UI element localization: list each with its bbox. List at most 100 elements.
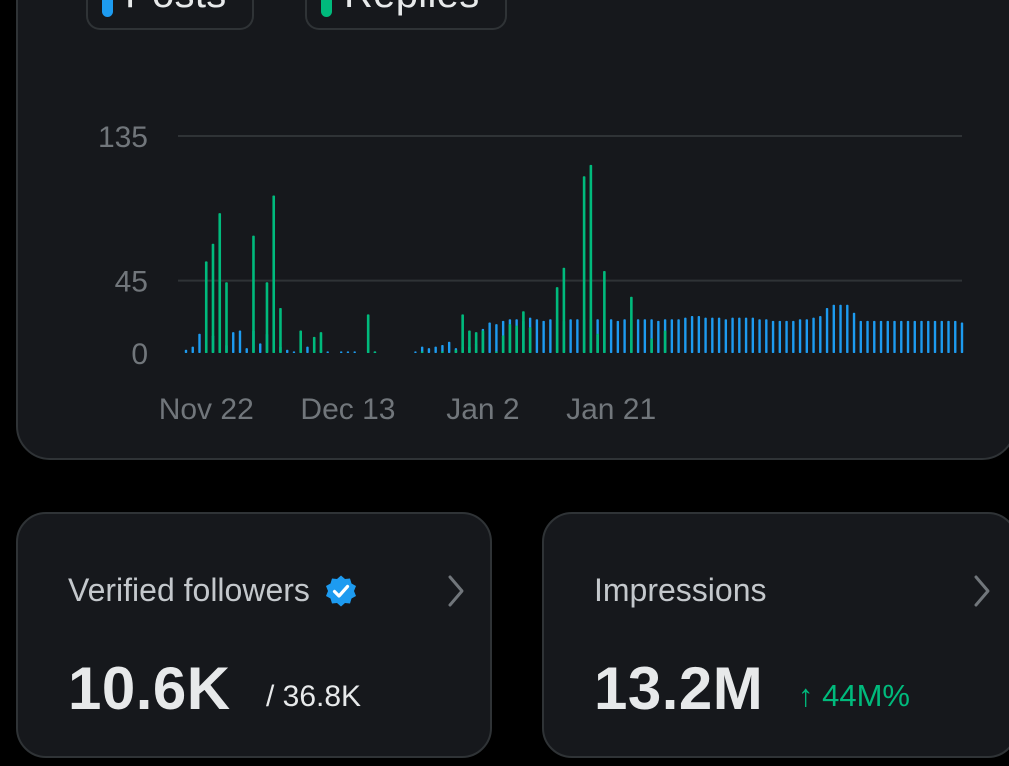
- posts-bar: [852, 312, 856, 353]
- posts-bar: [191, 346, 194, 353]
- posts-bar: [569, 319, 572, 353]
- posts-bar: [340, 351, 343, 353]
- posts-bar: [920, 320, 923, 353]
- posts-bar: [960, 322, 964, 353]
- replies-bar: [474, 332, 478, 353]
- replies-bar: [272, 195, 276, 353]
- replies-bar: [650, 338, 653, 353]
- posts-bar: [576, 319, 579, 353]
- chevron-right-icon[interactable]: [972, 574, 992, 608]
- impressions-card[interactable]: Impressions 13.2M ↑ 44M%: [542, 512, 1009, 758]
- x-tick-label: Jan 2: [446, 393, 519, 426]
- followers-title-row: Verified followers: [68, 572, 358, 609]
- replies-bar: [312, 336, 316, 353]
- y-tick-label: 135: [98, 121, 148, 154]
- chevron-right-icon[interactable]: [446, 574, 466, 608]
- posts-bar: [717, 317, 721, 353]
- posts-bar: [873, 320, 876, 353]
- posts-bar: [913, 320, 916, 353]
- posts-bar: [690, 316, 694, 353]
- impressions-title: Impressions: [594, 572, 767, 608]
- posts-bar: [447, 341, 451, 353]
- replies-bar: [299, 330, 303, 353]
- posts-bar: [933, 320, 937, 353]
- posts-bar: [232, 332, 235, 353]
- replies-bar: [279, 307, 282, 353]
- posts-bar: [286, 349, 289, 353]
- replies-bar: [589, 164, 593, 353]
- impressions-value: 13.2M: [594, 655, 764, 722]
- posts-bar: [495, 324, 498, 353]
- posts-bar: [893, 320, 896, 353]
- replies-bar: [204, 261, 208, 353]
- posts-bar: [670, 319, 674, 353]
- posts-bar: [184, 349, 188, 353]
- legend-replies-toggle[interactable]: Replies: [305, 0, 507, 30]
- posts-bar: [731, 317, 734, 353]
- replies-bar: [319, 332, 323, 353]
- posts-bar: [427, 348, 431, 353]
- replies-bar: [481, 330, 485, 353]
- posts-bar: [697, 316, 701, 353]
- posts-bar: [677, 319, 680, 353]
- replies-bar: [630, 296, 633, 353]
- y-tick-label: 45: [115, 266, 148, 299]
- posts-bar: [353, 351, 356, 353]
- posts-bar: [326, 351, 329, 353]
- posts-bar: [623, 319, 626, 353]
- posts-bar: [238, 330, 242, 353]
- posts-bar: [812, 317, 815, 353]
- posts-bar: [657, 320, 660, 353]
- replies-bar: [562, 267, 566, 353]
- replies-bar: [663, 330, 667, 353]
- posts-bar: [906, 320, 910, 353]
- replies-bar: [508, 324, 512, 353]
- posts-bar: [704, 317, 707, 353]
- legend-posts-toggle[interactable]: Posts: [86, 0, 254, 30]
- followers-title: Verified followers: [68, 572, 310, 608]
- x-tick-label: Jan 21: [566, 393, 656, 426]
- posts-bar: [798, 319, 802, 353]
- posts-bar: [198, 333, 201, 353]
- posts-bar: [535, 319, 539, 353]
- posts-bar: [420, 346, 424, 353]
- replies-bar: [461, 314, 464, 353]
- posts-bar: [825, 307, 829, 353]
- posts-bar: [839, 304, 842, 353]
- posts-bar: [744, 317, 748, 353]
- posts-bar: [488, 322, 491, 353]
- posts-bar: [414, 351, 417, 353]
- posts-bar: [819, 316, 822, 353]
- posts-bar: [900, 320, 903, 353]
- posts-bar: [724, 319, 728, 353]
- verified-followers-card[interactable]: Verified followers 10.6K / 36.8K: [16, 512, 492, 758]
- replies-bar: [218, 213, 222, 353]
- posts-bar: [778, 320, 782, 353]
- replies-bar: [373, 351, 377, 353]
- replies-bar: [366, 314, 370, 353]
- posts-bar: [684, 317, 687, 353]
- posts-bar: [886, 320, 889, 353]
- replies-bar: [596, 333, 599, 353]
- y-tick-label: 0: [131, 338, 148, 371]
- posts-bar: [832, 304, 835, 353]
- posts-bar: [738, 317, 741, 353]
- replies-bar: [603, 271, 606, 353]
- posts-bar: [609, 319, 613, 353]
- posts-bar: [636, 319, 640, 353]
- replies-bar: [441, 351, 444, 353]
- posts-bar: [245, 348, 248, 353]
- posts-bar: [306, 346, 309, 353]
- posts-bar: [785, 320, 788, 353]
- replies-bar: [501, 335, 505, 353]
- posts-bar: [441, 344, 444, 353]
- posts-bar: [643, 319, 647, 353]
- followers-total: / 36.8K: [266, 680, 362, 713]
- replies-bar: [225, 282, 228, 353]
- replies-bar: [454, 349, 458, 353]
- posts-bar: [859, 320, 862, 353]
- replies-bar: [420, 351, 424, 353]
- replies-bar: [515, 325, 518, 353]
- x-tick-label: Dec 13: [300, 393, 395, 426]
- x-tick-label: Nov 22: [159, 393, 254, 426]
